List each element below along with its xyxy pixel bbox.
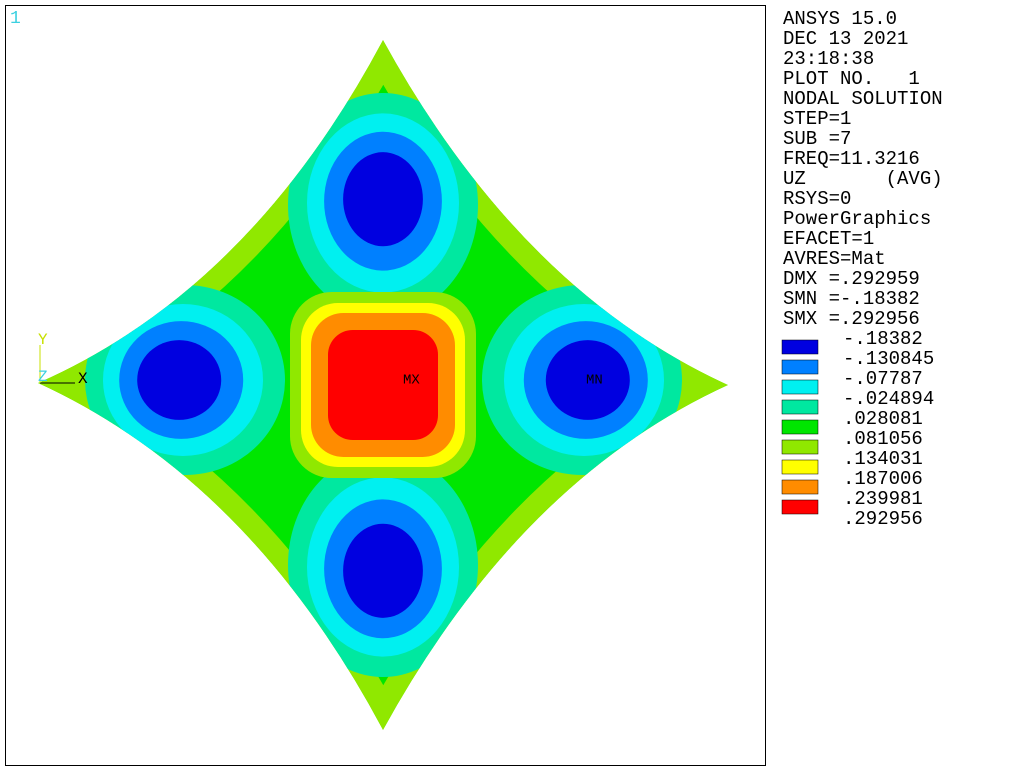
legend-label: .028081: [843, 408, 923, 430]
legend-label: .239981: [843, 488, 923, 510]
info-line: DEC 13 2021: [783, 28, 908, 50]
legend-label: -.18382: [843, 328, 923, 350]
band-region: [545, 340, 630, 420]
info-line: AVRES=Mat: [783, 248, 886, 270]
info-line: SUB =7: [783, 128, 851, 150]
legend-label: .292956: [843, 508, 923, 530]
legend-swatch: [781, 339, 819, 355]
info-line: PowerGraphics: [783, 208, 931, 230]
legend-swatch: [781, 439, 819, 455]
info-line: ANSYS 15.0: [783, 8, 897, 30]
legend-swatch: [781, 419, 819, 435]
info-line: EFACET=1: [783, 228, 874, 250]
triad-z-label: Z: [38, 368, 48, 386]
axis-triad: Y Z X: [38, 331, 88, 388]
legend-swatch: [781, 499, 819, 515]
legend-label: .081056: [843, 428, 923, 450]
legend-label: .187006: [843, 468, 923, 490]
info-line: DMX =.292959: [783, 268, 920, 290]
info-line: UZ (AVG): [783, 168, 943, 190]
max-marker: MX: [403, 373, 420, 389]
legend-swatch: [781, 479, 819, 495]
info-line: PLOT NO. 1: [783, 68, 920, 90]
info-line: STEP=1: [783, 108, 851, 130]
info-line: SMN =-.18382: [783, 288, 920, 310]
info-line: FREQ=11.3216: [783, 148, 920, 170]
info-line: SMX =.292956: [783, 308, 920, 330]
triad-x-label: X: [78, 370, 88, 388]
info-line: NODAL SOLUTION: [783, 88, 943, 110]
info-line: 23:18:38: [783, 48, 874, 70]
legend-swatch: [781, 379, 819, 395]
legend-swatch: [781, 459, 819, 475]
legend-swatch: [781, 399, 819, 415]
info-line: RSYS=0: [783, 188, 851, 210]
legend-swatch: [781, 359, 819, 375]
band-region: [137, 340, 222, 420]
legend: -.18382-.130845-.07787-.024894.028081.08…: [781, 328, 934, 530]
band-region: [343, 523, 423, 618]
legend-label: .134031: [843, 448, 923, 470]
legend-label: -.07787: [843, 368, 923, 390]
legend-label: -.024894: [843, 388, 934, 410]
legend-label: -.130845: [843, 348, 934, 370]
window-number: 1: [10, 9, 21, 29]
band-region: [328, 330, 438, 440]
band-region: [343, 152, 423, 247]
min-marker: MN: [586, 373, 603, 389]
triad-y-label: Y: [38, 331, 48, 349]
